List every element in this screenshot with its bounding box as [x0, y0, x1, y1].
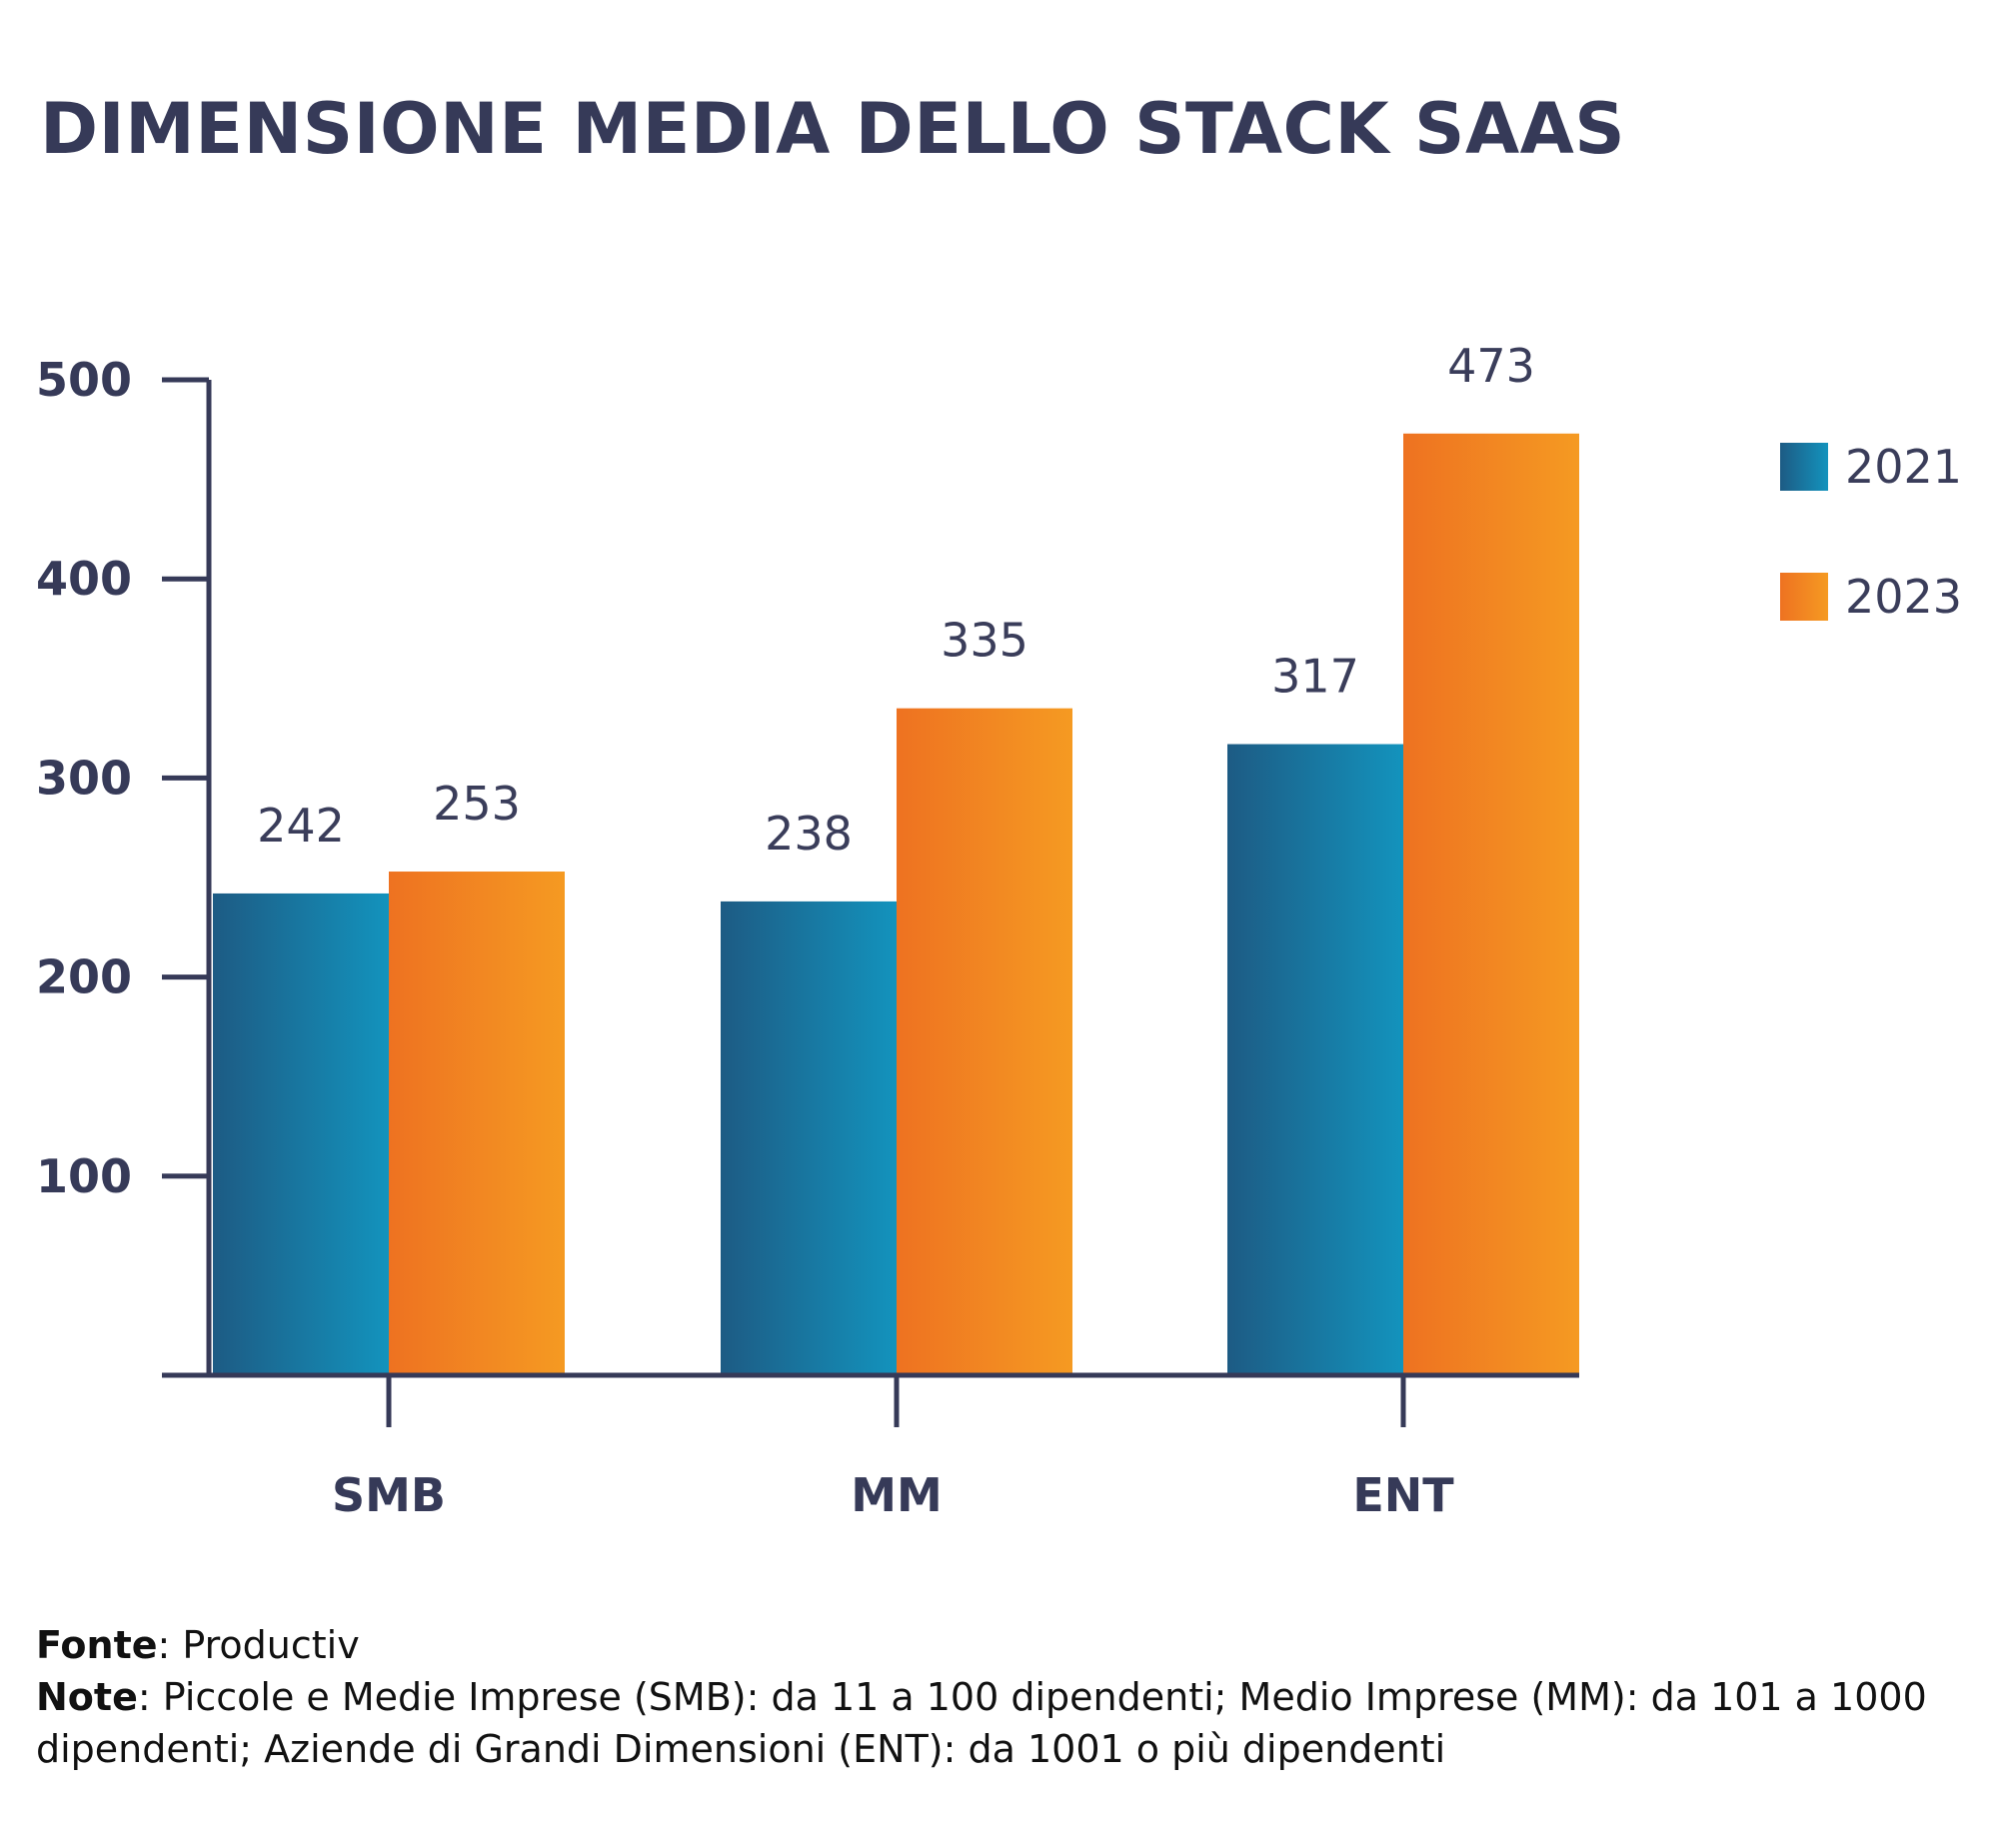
legend-swatch-2023 — [1780, 573, 1828, 621]
source-label: Fonte — [36, 1623, 158, 1667]
category-label-smb: SMB — [332, 1468, 446, 1522]
category-label-mm: MM — [851, 1468, 943, 1522]
bar-ent-2023 — [1403, 433, 1579, 1375]
source-text: : Productiv — [157, 1623, 360, 1667]
y-tick-label-300: 300 — [36, 751, 132, 805]
bar-ent-2021 — [1227, 744, 1403, 1375]
legend-label-2021: 2021 — [1845, 440, 1962, 494]
data-label-smb-2023: 253 — [433, 777, 521, 831]
data-label-mm-2023: 335 — [941, 614, 1028, 668]
y-tick-label-200: 200 — [36, 950, 132, 1004]
y-tick-label-100: 100 — [36, 1149, 132, 1203]
data-label-smb-2021: 242 — [257, 799, 345, 853]
note-label: Note — [36, 1675, 138, 1719]
bar-mm-2023 — [897, 708, 1072, 1375]
source-line: Fonte: Productiv — [36, 1619, 1975, 1671]
note-line: Note: Piccole e Medie Imprese (SMB): da … — [36, 1671, 1975, 1775]
bar-mm-2021 — [721, 901, 897, 1375]
note-text: : Piccole e Medie Imprese (SMB): da 11 a… — [36, 1675, 1927, 1771]
chart-axes — [162, 377, 1579, 1427]
chart-legend: 2021 2023 — [1780, 440, 1962, 624]
footnote: Fonte: Productiv Note: Piccole e Medie I… — [36, 1619, 1975, 1775]
category-label-ent: ENT — [1352, 1468, 1454, 1522]
bar-smb-2023 — [389, 872, 565, 1375]
bar-chart: 2021 2023 242 253 SMB 238 335 MM 317 473 ENT 100 20… — [36, 339, 1962, 1522]
legend-swatch-2021 — [1780, 443, 1828, 491]
chart-title: DIMENSIONE MEDIA DELLO STACK SAAS — [40, 88, 1626, 170]
data-label-mm-2021: 238 — [765, 807, 853, 861]
bar-smb-2021 — [213, 893, 389, 1375]
chart-labels: 242 253 SMB 238 335 MM 317 473 ENT 100 200 300 400 50… — [36, 339, 1535, 1522]
data-label-ent-2021: 317 — [1271, 650, 1359, 704]
y-tick-label-400: 400 — [36, 552, 132, 606]
chart-bars — [213, 433, 1579, 1375]
y-tick-label-500: 500 — [36, 353, 132, 407]
data-label-ent-2023: 473 — [1447, 339, 1535, 393]
legend-label-2023: 2023 — [1845, 570, 1962, 624]
